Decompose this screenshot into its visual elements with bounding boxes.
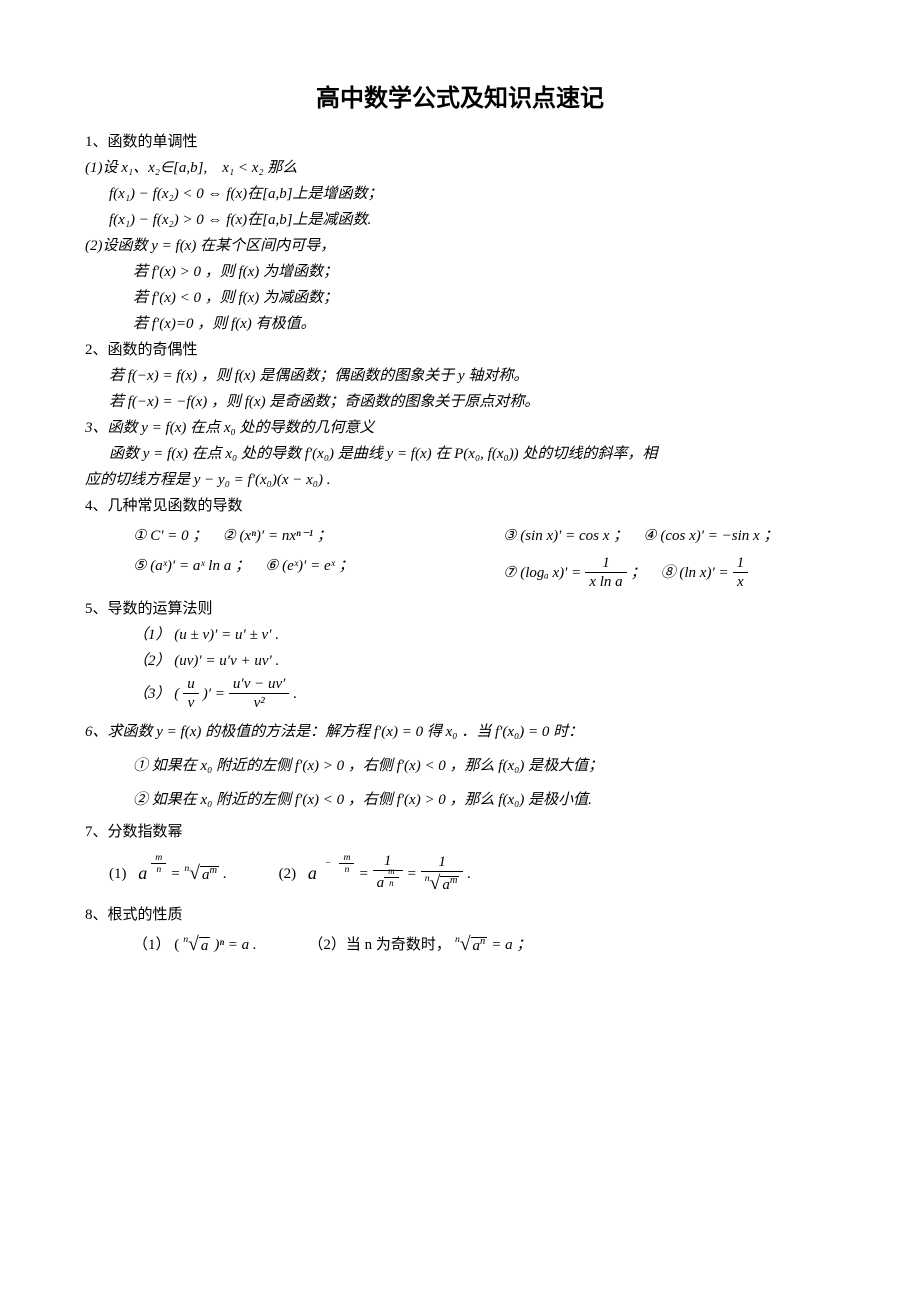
section-4-heading: 4、几种常见函数的导数 <box>85 494 835 518</box>
section-2-heading: 2、函数的奇偶性 <box>85 338 835 362</box>
s1-p2: (2)设函数 y = f(x) 在某个区间内可导， <box>85 234 835 258</box>
s5-p3: （3） ( u v )′ = u′v − uv′ v² . <box>85 675 297 712</box>
s1-p1a: f(x₁) − f(x₂) < 0 ⇔ f(x)在[a,b]上是增函数； <box>85 182 835 206</box>
s4-r2-right: ⑦ (logₐ x)′ = 1 x ln a ； ⑧ (ln x)′ = 1 x <box>503 554 835 591</box>
section-3: 3、函数 y = f(x) 在点 x₀ 处的导数的几何意义 函数 y = f(x… <box>85 416 835 492</box>
section-4: 4、几种常见函数的导数 ① C′ = 0 ； ② (xⁿ)′ = nxⁿ⁻¹ ；… <box>85 494 835 591</box>
s7-p1: (1) a m n = n√am . <box>85 858 227 889</box>
s4-r1-left: ① C′ = 0 ； ② (xⁿ)′ = nxⁿ⁻¹ ； <box>133 528 332 544</box>
section-6-heading: 6、求函数 y = f(x) 的极值的方法是：解方程 f′(x) = 0 得 x… <box>85 720 835 744</box>
s4-r2-left: ⑤ (aˣ)′ = aˣ ln a ； ⑥ (eˣ)′ = eˣ ； <box>133 558 354 574</box>
section-7: 7、分数指数幂 (1) a m n = n√am . (2) a − m n =… <box>85 820 835 901</box>
s4-row2: ⑤ (aˣ)′ = aˣ ln a ； ⑥ (eˣ)′ = eˣ ； ⑦ (lo… <box>85 554 835 591</box>
s4-row1: ① C′ = 0 ； ② (xⁿ)′ = nxⁿ⁻¹ ； ③ (sin x)′ … <box>85 524 835 548</box>
s6-p1: ① 如果在 x₀ 附近的左侧 f′(x) > 0 ，右侧 f′(x) < 0 ，… <box>85 754 835 778</box>
s1-p2b: 若 f′(x) < 0 ，则 f(x) 为减函数； <box>85 286 835 310</box>
section-6: 6、求函数 y = f(x) 的极值的方法是：解方程 f′(x) = 0 得 x… <box>85 720 835 812</box>
section-1-heading: 1、函数的单调性 <box>85 130 835 154</box>
s1-p2c: 若 f′(x)=0 ，则 f(x) 有极值。 <box>85 312 835 336</box>
s3-p1: 函数 y = f(x) 在点 x₀ 处的导数 f′(x₀) 是曲线 y = f(… <box>85 442 835 466</box>
s4-r1-right: ③ (sin x)′ = cos x ； ④ (cos x)′ = −sin x… <box>503 528 778 544</box>
s8-p1: （1） ( n√a )ⁿ = a . <box>85 929 257 960</box>
s6-p2: ② 如果在 x₀ 附近的左侧 f′(x) < 0 ，右侧 f′(x) > 0 ，… <box>85 788 835 812</box>
section-5: 5、导数的运算法则 （1） (u ± v)′ = u′ ± v′ . （2） (… <box>85 597 835 714</box>
s1-p1b: f(x₁) − f(x₂) > 0 ⇔ f(x)在[a,b]上是减函数. <box>85 208 835 232</box>
s8-p2: （2）当 n 为奇数时， n√an = a ； <box>260 929 531 960</box>
section-1: 1、函数的单调性 (1)设 x₁、x₂∈[a,b], x₁ < x₂ 那么 f(… <box>85 130 835 336</box>
s7-p2: (2) a − m n = 1 a m n = 1 n <box>231 852 472 895</box>
section-8: 8、根式的性质 （1） ( n√a )ⁿ = a . （2）当 n 为奇数时， … <box>85 903 835 962</box>
section-5-heading: 5、导数的运算法则 <box>85 597 835 621</box>
section-2: 2、函数的奇偶性 若 f(−x) = f(x) ，则 f(x) 是偶函数；偶函数… <box>85 338 835 414</box>
s2-p2: 若 f(−x) = −f(x) ，则 f(x) 是奇函数；奇函数的图象关于原点对… <box>85 390 835 414</box>
section-8-heading: 8、根式的性质 <box>85 903 835 927</box>
s5-p1: （1） (u ± v)′ = u′ ± v′ . <box>85 623 835 647</box>
s3-p2: 应的切线方程是 y − y₀ = f′(x₀)(x − x₀) . <box>85 468 835 492</box>
s5-p2: （2） (uv)′ = u′v + uv′ . <box>85 649 835 673</box>
s2-p1: 若 f(−x) = f(x) ，则 f(x) 是偶函数；偶函数的图象关于 y 轴… <box>85 364 835 388</box>
s1-p2a: 若 f′(x) > 0 ，则 f(x) 为增函数； <box>85 260 835 284</box>
s1-p1: (1)设 x₁、x₂∈[a,b], x₁ < x₂ 那么 <box>85 156 835 180</box>
page-title: 高中数学公式及知识点速记 <box>85 80 835 118</box>
section-3-heading: 3、函数 y = f(x) 在点 x₀ 处的导数的几何意义 <box>85 416 835 440</box>
section-7-heading: 7、分数指数幂 <box>85 820 835 844</box>
